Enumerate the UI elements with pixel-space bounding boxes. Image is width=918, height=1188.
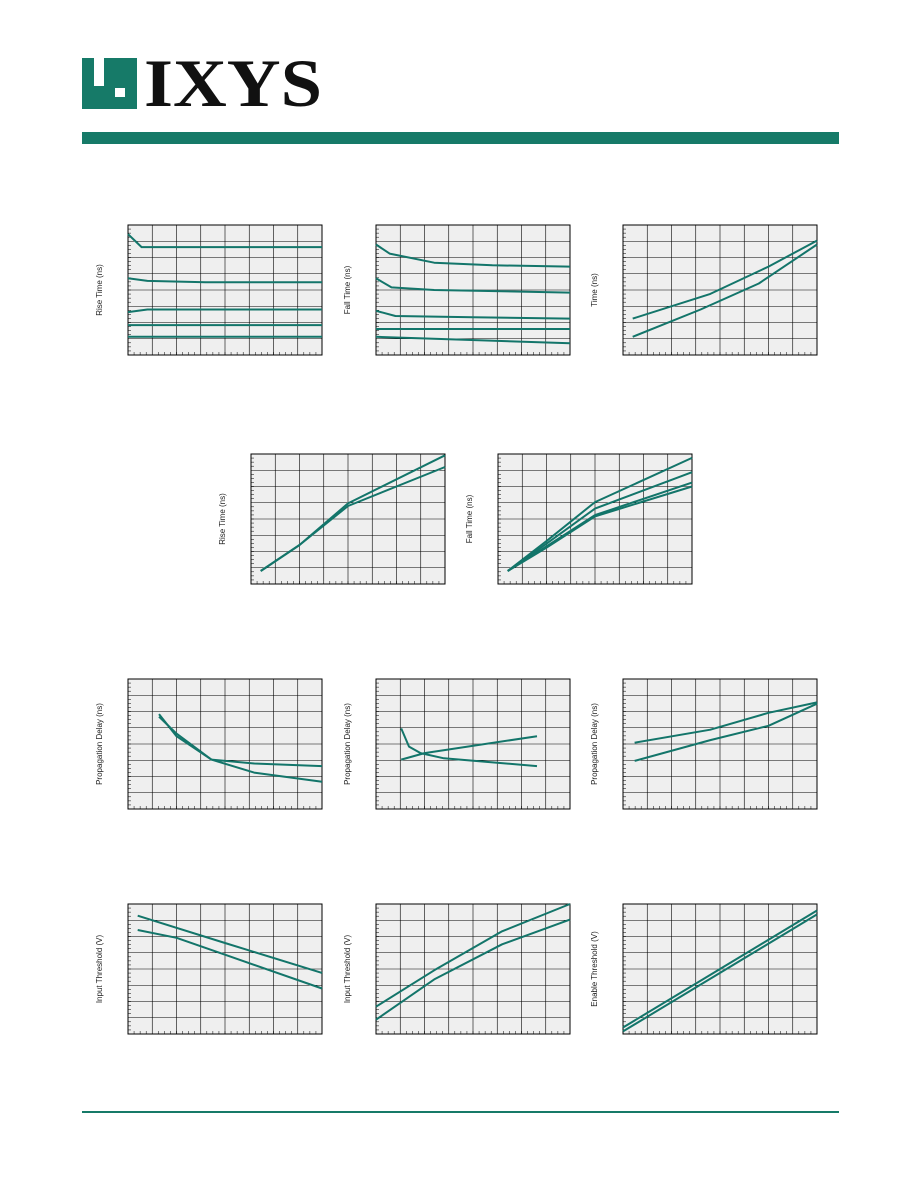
series-line-1: [632, 243, 818, 338]
chart-10: Input Threshold (V): [338, 903, 574, 1037]
series-line-2: [507, 471, 693, 572]
y-axis-label: Fall Time (ns): [465, 494, 474, 543]
series-line-5: [375, 335, 571, 345]
y-axis-label: Fall Time (ns): [343, 265, 352, 314]
chart-5: Fall Time (ns): [460, 453, 696, 587]
chart-3: Time (ns): [585, 224, 821, 358]
plot-frame: [497, 453, 693, 585]
chart-svg: Enable Threshold (V): [590, 903, 818, 1035]
series-line-2: [127, 277, 322, 284]
footer-line: [82, 1111, 839, 1113]
header-bar: [82, 132, 839, 144]
y-axis-label: Time (ns): [590, 273, 599, 307]
chart-svg: Input Threshold (V): [343, 903, 571, 1035]
logo-wordmark: IXYS: [144, 52, 322, 114]
series-line-2: [634, 702, 818, 762]
plot-frame: [375, 678, 571, 810]
chart-svg: Fall Time (ns): [343, 224, 571, 356]
plot-area: [250, 453, 446, 585]
y-axis-label: Input Threshold (V): [343, 935, 352, 1004]
ixys-logo: IXYS: [82, 45, 327, 121]
plot-area: [375, 224, 571, 356]
plot-area: [127, 224, 323, 356]
series-line-3: [375, 309, 571, 320]
plot-area: [497, 453, 693, 585]
plot-frame: [127, 224, 323, 356]
plot-area: [622, 224, 818, 356]
plot-area: [622, 903, 818, 1035]
series-line-2: [400, 735, 538, 761]
chart-svg: Time (ns): [590, 224, 818, 356]
chart-svg: Propagation Delay (ns): [343, 678, 571, 810]
plot-area: [127, 678, 323, 810]
y-axis-label: Rise Time (ns): [95, 264, 104, 316]
series-line-2: [260, 466, 446, 572]
chart-svg: Fall Time (ns): [465, 453, 693, 585]
chart-4: Rise Time (ns): [213, 453, 449, 587]
series-line-3: [632, 239, 818, 320]
plot-frame: [622, 678, 818, 810]
series-line-1: [634, 701, 818, 744]
chart-svg: Rise Time (ns): [95, 224, 323, 356]
chart-8: Propagation Delay (ns): [585, 678, 821, 812]
y-axis-label: Propagation Delay (ns): [95, 703, 104, 785]
chart-11: Enable Threshold (V): [585, 903, 821, 1037]
series-line-1: [507, 456, 693, 572]
series-line-1: [622, 913, 818, 1033]
y-axis-label: Propagation Delay (ns): [590, 703, 599, 785]
plot-area: [375, 678, 571, 810]
plot-area: [375, 903, 571, 1035]
plot-frame: [375, 224, 571, 356]
chart-svg: Rise Time (ns): [218, 453, 446, 585]
y-axis-label: Propagation Delay (ns): [343, 703, 352, 785]
logo-graphic: IXYS: [82, 45, 322, 121]
series-line-2: [622, 909, 818, 1029]
chart-svg: Input Threshold (V): [95, 903, 323, 1035]
series-line-1: [400, 728, 538, 768]
chart-svg: Propagation Delay (ns): [95, 678, 323, 810]
series-line-4: [507, 485, 693, 572]
chart-svg: Propagation Delay (ns): [590, 678, 818, 810]
series-line-2: [375, 918, 571, 1021]
chart-2: Fall Time (ns): [338, 224, 574, 358]
series-line-1: [375, 243, 571, 268]
plot-frame: [127, 903, 323, 1035]
series-line-1: [375, 903, 571, 1008]
series-line-2: [158, 715, 323, 783]
plot-frame: [622, 903, 818, 1035]
plot-area: [622, 678, 818, 810]
chart-9: Input Threshold (V): [90, 903, 326, 1037]
chart-1: Rise Time (ns): [90, 224, 326, 358]
y-axis-label: Enable Threshold (V): [590, 931, 599, 1007]
chart-7: Propagation Delay (ns): [338, 678, 574, 812]
series-line-1: [137, 914, 323, 974]
series-line-1: [127, 233, 322, 249]
plot-area: [127, 903, 323, 1035]
plot-frame: [375, 903, 571, 1035]
y-axis-label: Rise Time (ns): [218, 493, 227, 545]
y-axis-label: Input Threshold (V): [95, 935, 104, 1004]
series-line-2: [375, 277, 571, 294]
series-line-3: [127, 308, 322, 314]
series-line-2: [137, 929, 323, 990]
chart-6: Propagation Delay (ns): [90, 678, 326, 812]
plot-frame: [127, 678, 323, 810]
plot-frame: [622, 224, 818, 356]
plot-frame: [250, 453, 446, 585]
